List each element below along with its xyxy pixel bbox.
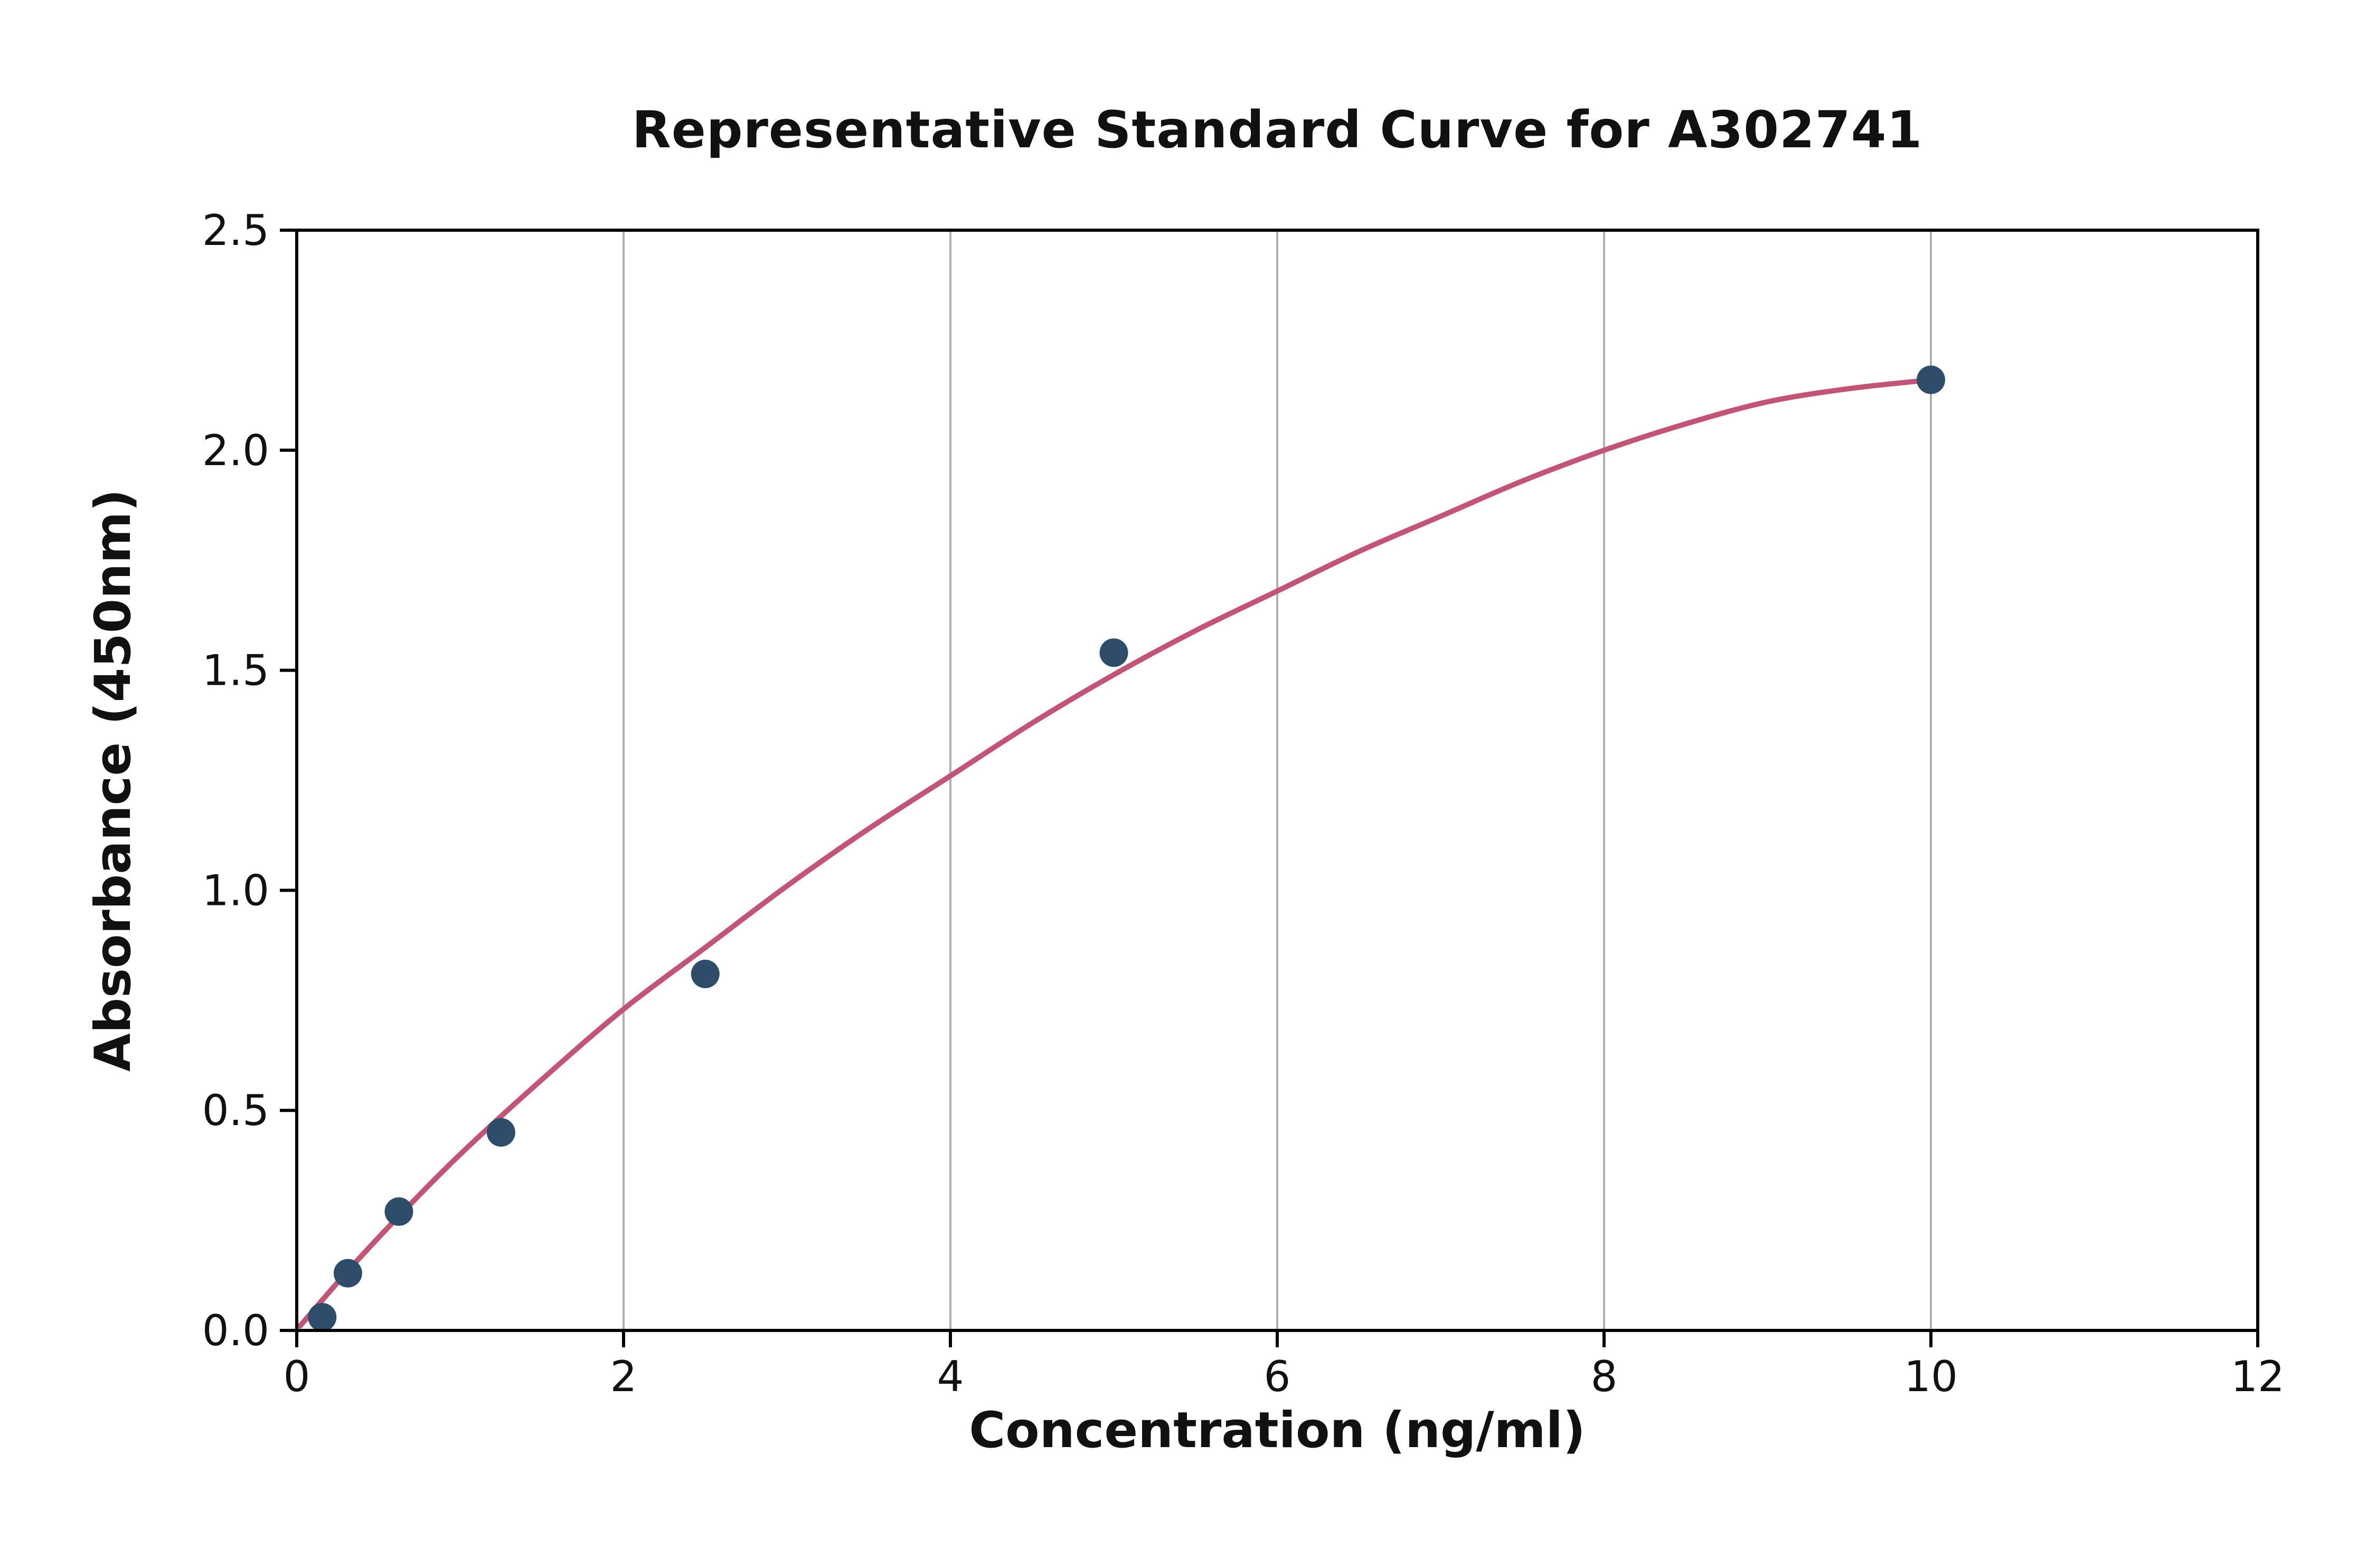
data-point [384, 1197, 413, 1226]
x-tick-label: 8 [1591, 1352, 1618, 1401]
x-tick-label: 4 [937, 1352, 964, 1401]
x-axis-label: Concentration (ng/ml) [969, 1402, 1586, 1459]
chart-title: Representative Standard Curve for A30274… [631, 100, 1923, 159]
data-point [308, 1302, 337, 1331]
x-tick-label: 2 [610, 1352, 637, 1401]
y-tick-label: 0.5 [202, 1086, 269, 1135]
data-point [691, 959, 720, 988]
x-tick-label: 10 [1904, 1352, 1958, 1401]
y-tick-label: 2.5 [202, 206, 269, 255]
data-point [486, 1118, 515, 1147]
y-tick-label: 0.0 [202, 1306, 269, 1355]
y-axis-label: Absorbance (450nm) [84, 489, 142, 1072]
x-tick-label: 12 [2231, 1352, 2285, 1401]
x-tick-label: 6 [1264, 1352, 1291, 1401]
data-point [1917, 365, 1945, 394]
x-tick-label: 0 [284, 1352, 310, 1401]
fit-curve-line [297, 377, 1934, 1329]
data-point [333, 1259, 362, 1288]
y-tick-label: 2.0 [202, 426, 269, 475]
y-tick-label: 1.5 [202, 646, 269, 695]
data-point [1099, 638, 1128, 667]
y-tick-label: 1.0 [202, 866, 269, 915]
